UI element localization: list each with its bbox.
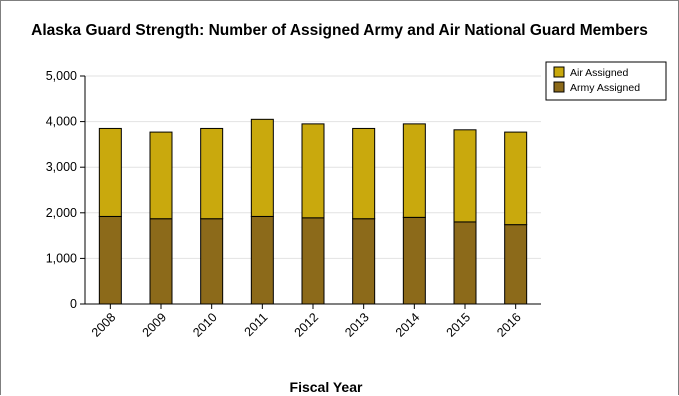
- chart-title: Alaska Guard Strength: Number of Assigne…: [31, 22, 648, 39]
- bar-air-assigned-2008: [98, 127, 122, 217]
- y-tick-label: 3,000: [46, 160, 77, 174]
- x-tick-labels: 2008 2009 2010 2011 2012 2013 2014 2015 2016: [89, 310, 524, 340]
- bar-army-assigned-2014: [402, 216, 426, 305]
- bar-air-assigned-2016: [504, 131, 528, 226]
- bar-army-assigned-2016: [504, 224, 528, 305]
- y-tick-label: 4,000: [46, 115, 77, 129]
- legend-label: Army Assigned: [570, 82, 640, 94]
- bar-air-assigned-2010: [200, 127, 224, 220]
- bar-air-assigned-2012: [301, 123, 325, 219]
- y-tick-label: 5,000: [46, 69, 77, 83]
- x-tick-label: 2010: [190, 310, 220, 340]
- bar-air-assigned-2009: [149, 131, 173, 220]
- y-tick-label: 1,000: [46, 251, 77, 265]
- legend-label: Air Assigned: [570, 67, 629, 79]
- bar-air-assigned-2014: [402, 123, 426, 218]
- bar-army-assigned-2010: [200, 218, 224, 305]
- x-tick-label: 2008: [89, 310, 119, 340]
- x-tick-label: 2013: [342, 310, 372, 340]
- y-tick-label: 2,000: [46, 206, 77, 220]
- x-axis-label: Fiscal Year: [290, 379, 363, 395]
- bar-army-assigned-2013: [352, 218, 376, 305]
- bar-army-assigned-2015: [453, 221, 477, 305]
- bar-army-assigned-2011: [250, 215, 274, 305]
- x-tick-label: 2015: [444, 310, 474, 340]
- y-tick-labels: 0 1,000 2,000 3,000 4,000 5,000: [46, 69, 77, 311]
- bar-army-assigned-2009: [149, 218, 173, 305]
- legend-box: [545, 61, 667, 101]
- legend: Air Assigned Army Assigned: [545, 61, 667, 101]
- x-tick-label: 2016: [494, 310, 524, 340]
- bar-army-assigned-2012: [301, 217, 325, 305]
- axes: [80, 75, 541, 309]
- x-tick-label: 2011: [242, 310, 271, 339]
- bar-army-assigned-2008: [98, 215, 122, 305]
- x-tick-label: 2009: [140, 310, 170, 340]
- bar-air-assigned-2011: [250, 118, 274, 217]
- bar-air-assigned-2013: [352, 127, 376, 220]
- x-tick-label: 2014: [393, 310, 423, 340]
- legend-swatch-army-assigned: [553, 81, 565, 93]
- legend-swatch-air-assigned: [553, 66, 565, 78]
- x-tick-label: 2012: [292, 310, 322, 340]
- bar-air-assigned-2015: [453, 129, 477, 223]
- y-tick-label: 0: [70, 297, 77, 311]
- bars: [98, 118, 528, 305]
